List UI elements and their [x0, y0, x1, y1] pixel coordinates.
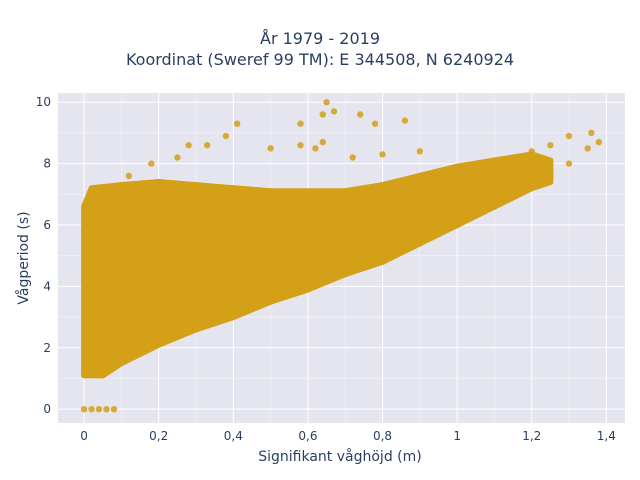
data-point	[92, 252, 99, 259]
data-point	[110, 406, 118, 413]
data-point	[379, 258, 386, 265]
data-point	[416, 240, 423, 247]
y-tick-label: 10	[36, 95, 51, 109]
data-point	[155, 341, 162, 348]
y-axis-ticks: 0 2 4 6 8 10	[36, 95, 51, 416]
data-point	[192, 181, 200, 189]
data-point	[230, 313, 237, 321]
data-point	[125, 172, 133, 180]
dense-cloud-area	[81, 151, 554, 379]
data-point	[357, 111, 364, 118]
x-tick-label: 1,2	[522, 429, 541, 443]
data-point	[453, 221, 461, 229]
x-tick-label: 1	[453, 429, 461, 443]
data-point	[595, 138, 603, 146]
y-tick-label: 0	[43, 402, 51, 416]
x-tick-label: 1,4	[597, 429, 616, 443]
data-point	[342, 188, 349, 195]
data-point	[99, 372, 107, 379]
data-point	[80, 344, 88, 351]
data-point	[267, 188, 274, 195]
x-tick-label: 0,4	[224, 429, 243, 443]
data-point	[88, 283, 95, 290]
data-point	[453, 163, 461, 170]
chart-title: År 1979 - 2019	[260, 29, 380, 48]
data-point	[304, 191, 312, 198]
data-point	[584, 145, 591, 152]
data-point	[319, 138, 326, 146]
y-tick-label: 4	[43, 279, 51, 293]
y-axis-title: Vågperiod (s)	[15, 211, 32, 304]
data-point	[88, 406, 95, 413]
data-point	[304, 286, 312, 293]
data-point	[99, 191, 107, 198]
data-point	[349, 154, 356, 161]
data-point	[297, 120, 304, 127]
data-point	[379, 151, 386, 158]
data-point	[174, 154, 181, 161]
data-point	[528, 160, 535, 167]
data-point	[118, 181, 125, 189]
data-point	[401, 117, 409, 124]
data-point	[588, 129, 595, 137]
data-point	[319, 111, 326, 118]
data-point	[192, 326, 200, 333]
data-point	[342, 270, 349, 278]
dense-point-cloud	[81, 151, 554, 379]
data-point	[95, 406, 103, 413]
y-tick-label: 6	[43, 218, 51, 232]
y-tick-label: 2	[43, 341, 51, 355]
data-point	[528, 181, 535, 189]
data-point	[379, 181, 386, 189]
data-point	[84, 313, 92, 321]
data-point	[565, 132, 573, 140]
x-tick-label: 0,6	[298, 429, 317, 443]
data-point	[185, 142, 192, 149]
data-point	[136, 350, 144, 358]
data-point	[565, 160, 573, 167]
x-tick-label: 0,8	[373, 429, 392, 443]
data-point	[371, 120, 379, 127]
data-point	[330, 108, 338, 115]
x-axis-ticks: 0 0,2 0,4 0,6 0,8 1 1,2 1,4	[80, 429, 616, 443]
data-point	[547, 172, 554, 180]
data-point	[80, 369, 88, 376]
data-point	[230, 185, 237, 192]
data-point	[233, 120, 241, 127]
data-point	[267, 145, 274, 152]
data-point	[222, 132, 230, 140]
data-point	[547, 142, 554, 149]
data-point	[416, 148, 423, 155]
data-point	[80, 406, 88, 413]
data-point	[155, 178, 162, 186]
scatter-points	[80, 99, 603, 413]
data-point	[312, 145, 319, 152]
data-point	[204, 142, 211, 149]
data-point	[267, 298, 274, 305]
x-tick-label: 0	[80, 429, 88, 443]
x-tick-label: 0,2	[149, 429, 168, 443]
data-point	[297, 142, 304, 149]
data-point	[148, 160, 155, 167]
data-point	[95, 221, 103, 229]
chart-subtitle: Koordinat (Sweref 99 TM): E 344508, N 62…	[125, 50, 515, 69]
y-tick-label: 8	[43, 157, 51, 171]
data-point	[118, 359, 125, 367]
data-point	[323, 99, 330, 106]
x-axis-title: Signifikant våghöjd (m)	[258, 448, 421, 465]
data-point	[103, 406, 110, 413]
data-point	[491, 157, 498, 164]
data-point	[491, 203, 498, 210]
data-point	[528, 148, 535, 155]
data-point	[416, 172, 423, 180]
